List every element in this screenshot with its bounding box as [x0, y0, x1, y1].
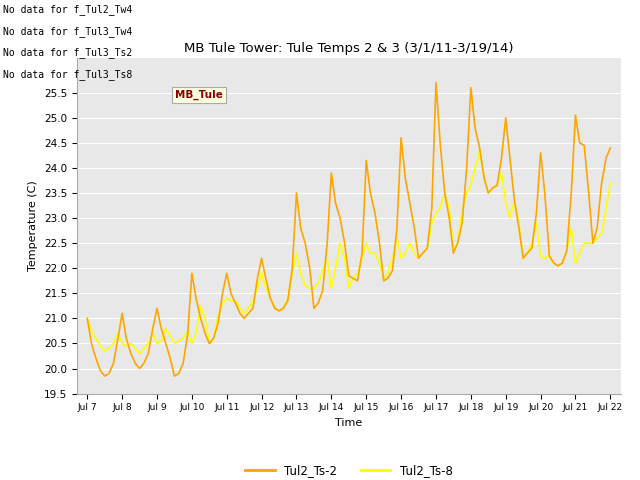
Text: No data for f_Tul3_Ts2: No data for f_Tul3_Ts2: [3, 47, 132, 58]
Tul2_Ts-2: [101, 373, 109, 379]
Tul2_Ts-8: [210, 336, 218, 341]
Tul2_Ts-2: [607, 145, 614, 151]
Tul2_Ts-8: [580, 240, 588, 246]
Tul2_Ts-2: [310, 305, 318, 311]
Tul2_Ts-8: [415, 255, 422, 261]
Tul2_Ts-8: [476, 147, 483, 153]
Tul2_Ts-8: [441, 190, 449, 196]
Legend: Tul2_Ts-2, Tul2_Ts-8: Tul2_Ts-2, Tul2_Ts-8: [241, 459, 457, 480]
Line: Tul2_Ts-2: Tul2_Ts-2: [87, 83, 611, 376]
Tul2_Ts-2: [83, 315, 91, 321]
Tul2_Ts-8: [83, 315, 91, 321]
Y-axis label: Temperature (C): Temperature (C): [28, 180, 38, 271]
X-axis label: Time: Time: [335, 418, 362, 428]
Tul2_Ts-8: [310, 286, 318, 291]
Text: No data for f_Tul3_Ts8: No data for f_Tul3_Ts8: [3, 69, 132, 80]
Tul2_Ts-8: [136, 350, 143, 356]
Line: Tul2_Ts-8: Tul2_Ts-8: [87, 150, 611, 353]
Text: No data for f_Tul2_Tw4: No data for f_Tul2_Tw4: [3, 4, 132, 15]
Tul2_Ts-2: [140, 360, 148, 366]
Title: MB Tule Tower: Tule Temps 2 & 3 (3/1/11-3/19/14): MB Tule Tower: Tule Temps 2 & 3 (3/1/11-…: [184, 42, 513, 55]
Text: MB_Tule: MB_Tule: [175, 90, 223, 100]
Tul2_Ts-2: [432, 80, 440, 85]
Text: No data for f_Tul3_Tw4: No data for f_Tul3_Tw4: [3, 25, 132, 36]
Tul2_Ts-2: [415, 255, 422, 261]
Tul2_Ts-2: [445, 215, 453, 221]
Tul2_Ts-8: [140, 346, 148, 351]
Tul2_Ts-8: [607, 180, 614, 186]
Tul2_Ts-2: [210, 336, 218, 341]
Tul2_Ts-2: [580, 143, 588, 148]
